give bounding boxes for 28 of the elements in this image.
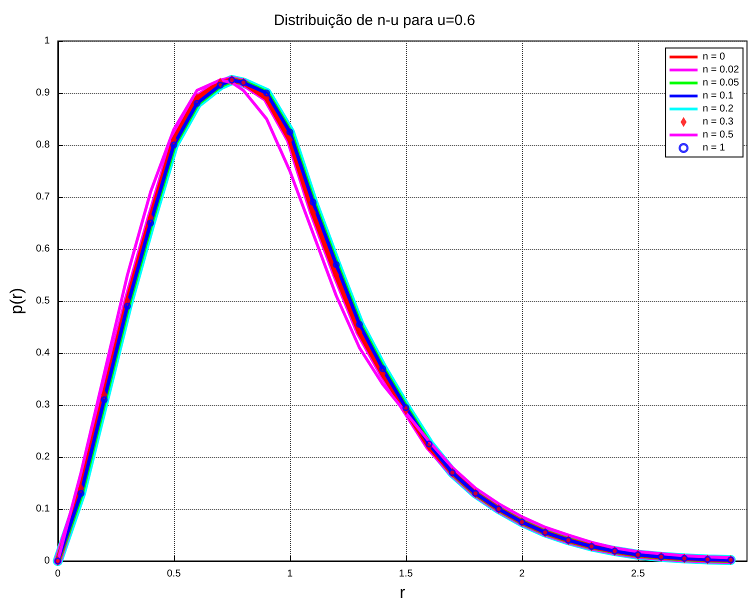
y-tick-label: 0.9: [36, 88, 50, 98]
x-tick-label: 1.5: [398, 568, 414, 580]
y-tick-label: 1: [44, 36, 50, 46]
x-tick-label: 0: [55, 568, 62, 580]
legend-label: n = 0.1: [702, 90, 734, 102]
x-tick-label: 0.5: [166, 568, 182, 580]
y-axis-title: p(r): [7, 288, 26, 314]
y-tick-label: 0.6: [36, 244, 50, 254]
y-tick-label: 0.4: [36, 348, 50, 358]
legend-label: n = 0.5: [702, 130, 734, 140]
y-tick-label: 0.2: [36, 452, 50, 462]
y-tick-label: 0: [44, 556, 50, 566]
x-axis-title: r: [400, 582, 406, 602]
x-tick-label: 2.5: [630, 568, 646, 580]
legend-label: n = 0: [702, 52, 726, 62]
legend-label: n = 0.2: [702, 104, 734, 114]
x-tick-label: 2: [519, 568, 526, 580]
legend-label: n = 0.3: [702, 116, 734, 128]
y-tick-label: 0.1: [36, 504, 50, 514]
legend-label: n = 0.02: [702, 64, 740, 76]
y-tick-label: 0.3: [36, 400, 50, 410]
x-tick-label: 1: [287, 568, 294, 580]
y-tick-label: 0.8: [36, 140, 50, 150]
y-tick-label: 0.5: [36, 296, 50, 306]
chart-title: Distribuição de n-u para u=0.6: [274, 12, 476, 29]
legend-label: n = 0.05: [702, 78, 740, 88]
y-tick-label: 0.7: [36, 192, 50, 202]
legend-label: n = 1: [702, 142, 726, 154]
